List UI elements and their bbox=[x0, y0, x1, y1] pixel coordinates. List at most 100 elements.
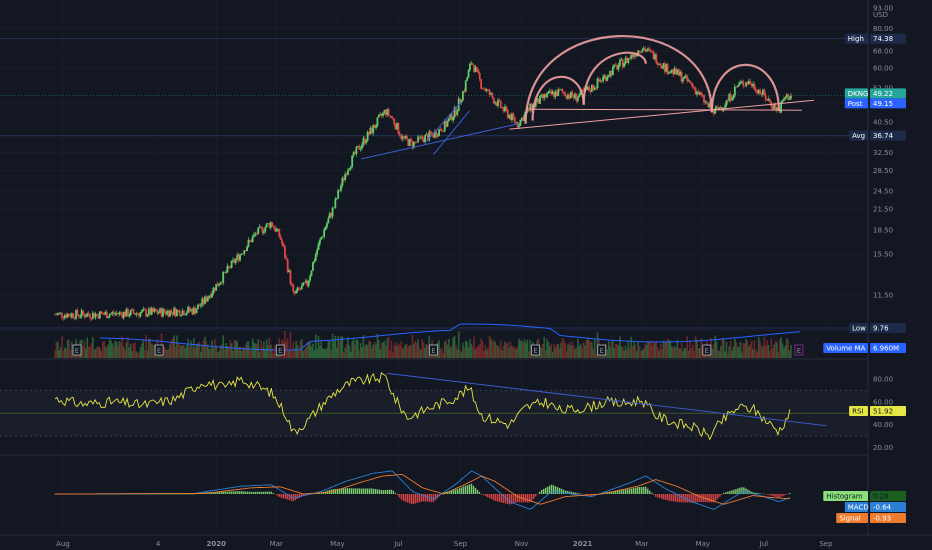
last-price-tag-value: 49.22 bbox=[873, 90, 893, 98]
macd-histogram-bar bbox=[665, 494, 667, 501]
volume-bar bbox=[327, 340, 330, 358]
volume-bar bbox=[272, 352, 275, 358]
candle-body bbox=[324, 227, 327, 230]
candle-body bbox=[761, 89, 764, 95]
macd-histogram-bar bbox=[224, 491, 226, 494]
volume-bar bbox=[371, 348, 373, 358]
volume-bar bbox=[307, 342, 310, 358]
candle-body bbox=[530, 103, 533, 111]
volume-bar bbox=[167, 349, 170, 358]
volume-bar bbox=[399, 344, 401, 358]
candle-body bbox=[672, 69, 675, 75]
volume-bar bbox=[774, 340, 777, 358]
candle-body bbox=[776, 107, 778, 111]
macd-histogram-bar bbox=[212, 492, 214, 494]
candle-body bbox=[717, 107, 719, 109]
candle-body bbox=[628, 58, 631, 60]
volume-bar bbox=[249, 346, 251, 358]
candle-body bbox=[446, 121, 449, 127]
macd-histogram-bar bbox=[392, 490, 395, 494]
candle-body bbox=[518, 125, 520, 128]
macd-histogram-bar bbox=[516, 494, 519, 503]
volume-bar bbox=[439, 348, 442, 358]
volume-bar bbox=[251, 338, 254, 358]
candle-body bbox=[380, 113, 383, 116]
volume-bar bbox=[741, 352, 743, 358]
candle-body bbox=[87, 313, 90, 315]
macd-histogram-bar bbox=[677, 494, 679, 503]
time-tick-label: 4 bbox=[156, 540, 161, 548]
volume-bar bbox=[684, 348, 687, 358]
volume-bar bbox=[748, 346, 750, 358]
candle-body bbox=[255, 233, 258, 235]
candle-body bbox=[693, 87, 696, 89]
macd-histogram-bar bbox=[432, 494, 435, 503]
time-tick-label: 2020 bbox=[206, 540, 226, 548]
candle-body bbox=[543, 93, 546, 99]
candle-body bbox=[251, 236, 254, 243]
low-tag-value: 9.76 bbox=[873, 325, 889, 333]
volume-bar bbox=[256, 343, 258, 358]
macd-histogram-bar bbox=[278, 494, 280, 497]
macd-histogram-bar bbox=[729, 491, 731, 494]
volume-bar bbox=[491, 341, 494, 358]
macd-histogram-bar bbox=[538, 491, 541, 494]
candle-body bbox=[405, 135, 408, 140]
candle-body bbox=[728, 93, 731, 101]
macd-histogram-bar bbox=[380, 489, 383, 494]
volume-bar bbox=[557, 344, 560, 358]
candle-body bbox=[373, 124, 376, 128]
candle-body bbox=[79, 316, 82, 318]
volume-bar bbox=[293, 348, 296, 358]
volume-bar bbox=[732, 346, 735, 358]
volume-bar bbox=[495, 345, 498, 358]
earnings-flag bbox=[794, 344, 804, 356]
candle-body bbox=[77, 314, 80, 317]
volume-bar bbox=[243, 348, 246, 358]
candle-body bbox=[658, 63, 661, 65]
candle-body bbox=[469, 63, 471, 71]
signal-tag-value-bg bbox=[870, 513, 906, 523]
volume-bar bbox=[378, 340, 380, 358]
volume-bar bbox=[192, 338, 195, 358]
candle-body bbox=[735, 86, 738, 88]
volume-bar bbox=[237, 347, 240, 358]
candle-body bbox=[421, 136, 424, 139]
macd-histogram-bar bbox=[250, 491, 252, 494]
volume-bar bbox=[369, 341, 372, 358]
macd-histogram-bar bbox=[560, 488, 563, 494]
macd-histogram-bar bbox=[416, 494, 419, 503]
macd-histogram-bar bbox=[542, 488, 545, 494]
volume-bar bbox=[351, 341, 353, 358]
volume-bar bbox=[58, 350, 61, 358]
volume-bar bbox=[110, 340, 112, 358]
macd-histogram-bar bbox=[689, 494, 691, 503]
volume-bar bbox=[570, 345, 572, 358]
high-tag-value-bg bbox=[870, 33, 906, 44]
candle-body bbox=[463, 91, 466, 92]
macd-histogram-bar bbox=[510, 494, 513, 504]
candle-body bbox=[271, 222, 274, 227]
macd-histogram-bar bbox=[230, 491, 232, 494]
candle-body bbox=[91, 312, 94, 319]
price-tick-label: 80.00 bbox=[873, 25, 893, 33]
volume-bar bbox=[226, 346, 229, 358]
candle-body bbox=[633, 54, 635, 57]
candle-body bbox=[205, 296, 208, 302]
candle-body bbox=[781, 100, 784, 103]
candle-body bbox=[400, 136, 403, 139]
macd-histogram-bar bbox=[693, 494, 695, 503]
macd-histogram-bar bbox=[370, 488, 373, 494]
volume-bar bbox=[365, 344, 367, 358]
candle-body bbox=[181, 310, 184, 316]
volume-bar bbox=[755, 349, 757, 358]
candle-body bbox=[369, 127, 372, 135]
candle-body bbox=[656, 63, 659, 65]
candle-body bbox=[338, 190, 341, 191]
macd-histogram-bar bbox=[354, 488, 357, 494]
candle-body bbox=[742, 81, 745, 86]
volume-bar bbox=[715, 341, 718, 358]
macd-histogram-bar bbox=[739, 487, 741, 494]
candle-body bbox=[638, 50, 641, 53]
volume-bar bbox=[89, 347, 91, 358]
